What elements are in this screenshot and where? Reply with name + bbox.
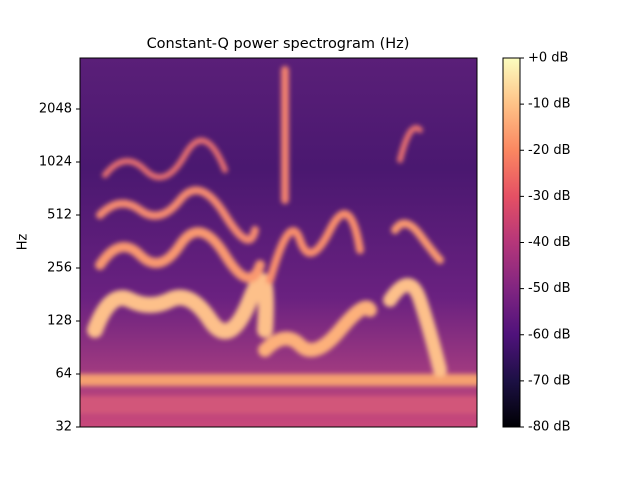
colorbar-tick-label: -30 dB — [528, 189, 571, 204]
plot-frame — [79, 57, 478, 428]
chart-title: Constant-Q power spectrogram (Hz) — [147, 36, 410, 52]
y-tick-label: 256 — [47, 260, 72, 275]
y-tick-label: 2048 — [39, 101, 72, 116]
spectrogram-image — [80, 58, 477, 427]
colorbar-tick-label: -10 dB — [528, 97, 571, 112]
colorbar-tick-label: -40 dB — [528, 235, 571, 250]
colorbar-tick-label: -20 dB — [528, 143, 571, 158]
colorbar — [502, 57, 521, 428]
colorbar-tick-label: -70 dB — [528, 373, 571, 388]
colorbar-tick-label: +0 dB — [528, 51, 568, 66]
y-tick-label: 64 — [55, 366, 72, 381]
y-tick-label: 1024 — [39, 154, 72, 169]
y-axis-label: Hz — [16, 234, 31, 251]
y-tick-label: 32 — [55, 420, 72, 435]
y-tick-label: 512 — [47, 207, 72, 222]
y-tick-label: 128 — [47, 313, 72, 328]
colorbar-tick-label: -80 dB — [528, 420, 571, 435]
colorbar-tick-label: -60 dB — [528, 327, 571, 342]
colorbar-tick-label: -50 dB — [528, 281, 571, 296]
